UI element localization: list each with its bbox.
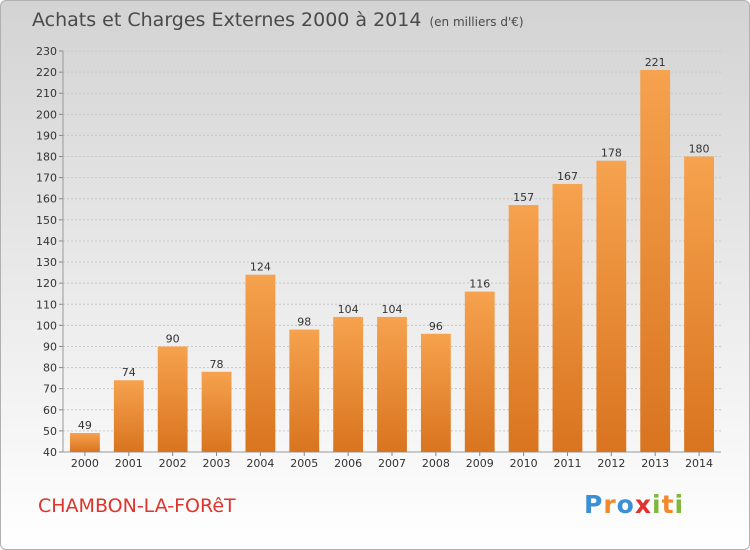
data-label-2000: 49 (78, 419, 92, 432)
y-tick-label: 190 (36, 129, 57, 142)
bar-2007 (377, 316, 407, 452)
x-tick-label-2003: 2003 (203, 457, 231, 470)
bar-2011 (552, 183, 583, 452)
x-tick-label-2000: 2000 (71, 457, 99, 470)
x-tick-label-2013: 2013 (641, 457, 669, 470)
data-label-2002: 90 (166, 332, 180, 345)
title-text: Achats et Charges Externes 2000 à 2014 (32, 9, 422, 31)
logo-letter: o (616, 490, 635, 519)
bars (70, 69, 714, 453)
data-label-2011: 167 (557, 170, 578, 183)
x-tick-label-2011: 2011 (553, 457, 581, 470)
data-label-2010: 157 (513, 191, 534, 204)
y-tick-label: 130 (36, 256, 57, 269)
data-label-2007: 104 (382, 303, 403, 316)
data-label-2013: 221 (645, 56, 666, 69)
data-label-2014: 180 (689, 143, 710, 156)
y-tick-label: 40 (43, 446, 57, 459)
bar-2001 (113, 380, 144, 452)
y-tick-label: 200 (36, 108, 57, 121)
data-label-2008: 96 (429, 320, 443, 333)
logo-letter: x (634, 490, 652, 519)
chart-subtitle: (en milliers d'€) (429, 15, 524, 29)
y-tick-label: 140 (36, 235, 57, 248)
bar-2000 (70, 433, 100, 452)
bar-2013 (640, 69, 671, 452)
bar-2008 (420, 333, 451, 452)
x-tick-label-2006: 2006 (334, 457, 362, 470)
data-label-2005: 98 (297, 316, 311, 329)
y-tick-label: 120 (36, 277, 57, 290)
data-label-2009: 116 (469, 278, 490, 291)
bar-2006 (333, 316, 364, 452)
bar-2004 (245, 274, 276, 452)
proxiti-logo: Proxiti (584, 490, 684, 519)
bar-2012 (596, 160, 627, 452)
logo-letter: i (674, 490, 685, 519)
y-tick-label: 230 (36, 45, 57, 58)
y-tick-label: 80 (43, 362, 57, 375)
x-tick-label-2005: 2005 (290, 457, 318, 470)
data-label-2012: 178 (601, 147, 622, 160)
y-tick-label: 170 (36, 172, 57, 185)
bar-2005 (289, 329, 320, 452)
data-label-2001: 74 (122, 366, 136, 379)
data-label-2006: 104 (338, 303, 359, 316)
data-label-2004: 124 (250, 261, 271, 274)
data-label-2003: 78 (210, 358, 224, 371)
y-tick-label: 110 (36, 298, 57, 311)
x-tick-label-2007: 2007 (378, 457, 406, 470)
x-tick-label-2008: 2008 (422, 457, 450, 470)
y-tick-label: 70 (43, 383, 57, 396)
y-tick-label: 220 (36, 66, 57, 79)
logo-letter: i (652, 490, 662, 519)
y-tick-label: 160 (36, 193, 57, 206)
y-tick-label: 90 (43, 340, 57, 353)
x-tick-label-2004: 2004 (246, 457, 274, 470)
bar-2010 (508, 205, 539, 452)
y-tick-label: 210 (36, 87, 57, 100)
location-label: CHAMBON-LA-FORêT (38, 495, 236, 517)
x-tick-label-2002: 2002 (159, 457, 187, 470)
y-tick-label: 180 (36, 151, 57, 164)
x-tick-label-2014: 2014 (685, 457, 713, 470)
x-tick-label-2012: 2012 (597, 457, 625, 470)
bar-2002 (157, 346, 188, 452)
data-labels: 49 74 90 78 124 98 104 104 96 116 157 167 178 221 180 (78, 56, 710, 432)
y-tick-label: 50 (43, 425, 57, 438)
x-tick-label-2010: 2010 (510, 457, 538, 470)
x-tick-label-2001: 2001 (115, 457, 143, 470)
bar-2009 (464, 291, 495, 452)
x-tick-label-2009: 2009 (466, 457, 494, 470)
y-tick-label: 60 (43, 404, 57, 417)
logo-letter: t (661, 490, 675, 519)
bar-2014 (684, 156, 714, 453)
bar-2003 (201, 371, 232, 452)
y-tick-label: 100 (36, 319, 57, 332)
y-tick-label: 150 (36, 214, 57, 227)
logo-letter: P (584, 490, 604, 519)
logo-letter: r (603, 490, 617, 519)
chart-title: Achats et Charges Externes 2000 à 2014 (e… (32, 9, 524, 31)
x-axis-ticks: 2000 2001 2002 2003 2004 2005 2006 2007 2008 2009… (71, 452, 713, 470)
